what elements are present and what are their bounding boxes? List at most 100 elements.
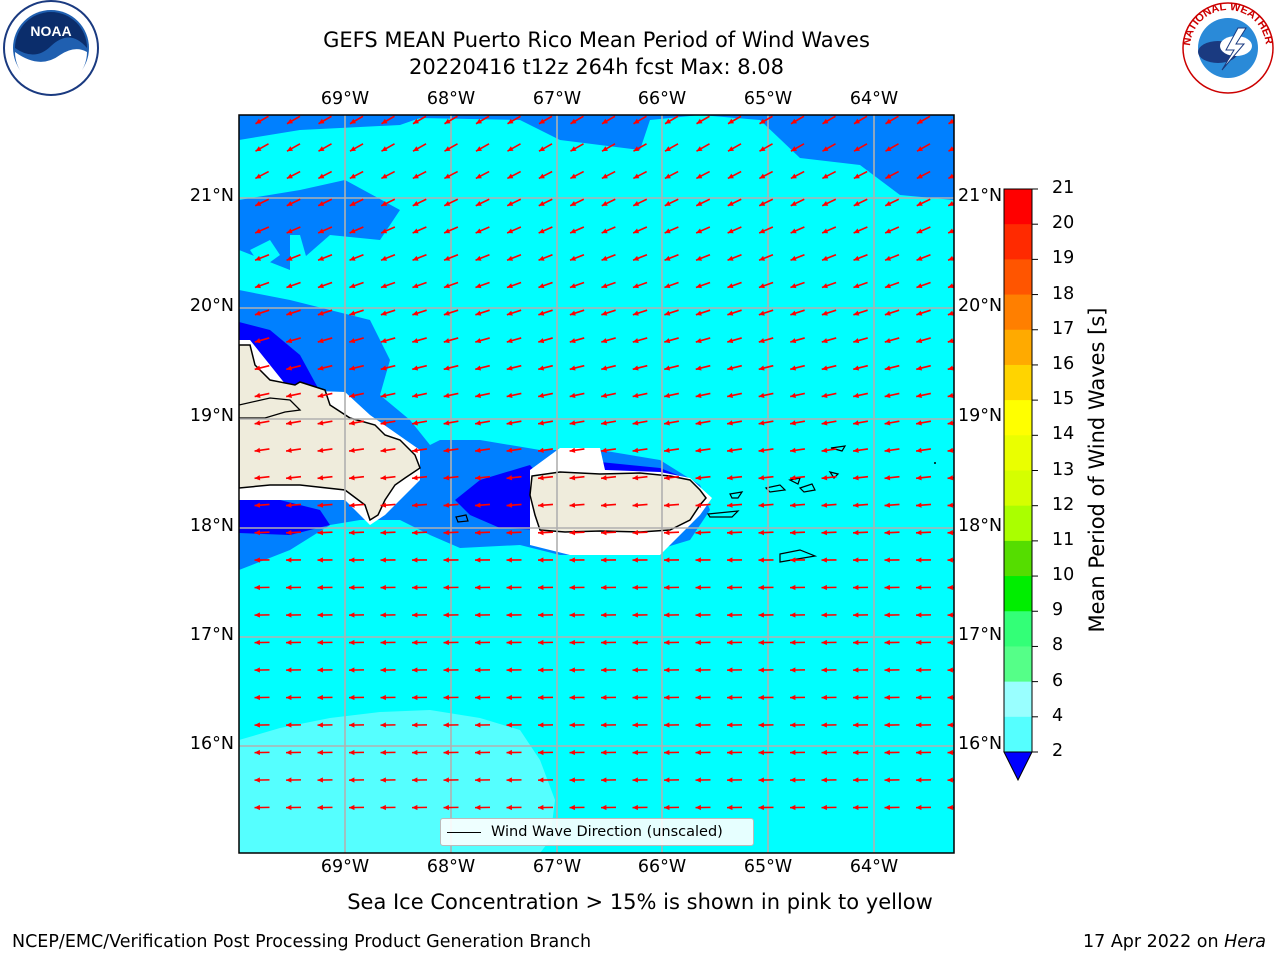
wave-direction-arrowhead (885, 201, 892, 206)
wave-direction-arrowhead (254, 338, 261, 344)
wave-direction-arrowhead (475, 475, 481, 481)
wave-direction-arrowhead (821, 722, 827, 728)
wave-direction-arrowhead (633, 255, 640, 261)
wave-direction-arrowhead (286, 529, 292, 536)
wave-direction-arrowhead (947, 804, 953, 811)
wave-direction-arrowhead (727, 420, 733, 426)
wave-direction-arrowhead (538, 283, 545, 289)
wave-direction-arrowhead (475, 338, 482, 344)
wave-direction-arrowhead (947, 283, 954, 289)
wave-direction-arrowhead (538, 749, 544, 756)
wave-direction-arrowhead (695, 777, 701, 783)
wave-direction-arrowhead (664, 392, 671, 398)
wave-direction-arrowhead (727, 146, 734, 152)
wave-direction-arrowhead (884, 557, 890, 563)
wave-direction-arrowhead (349, 557, 355, 563)
wave-direction-arrowhead (664, 475, 670, 481)
wave-direction-arrowhead (853, 447, 859, 453)
wave-direction-arrowhead (790, 777, 796, 783)
wave-direction-arrowhead (884, 338, 891, 344)
colorbar-tick-label: 12 (1052, 494, 1075, 515)
wave-direction-arrowhead (916, 722, 922, 728)
wave-direction-arrowhead (318, 146, 325, 152)
wave-direction-arrowhead (916, 365, 923, 371)
wave-direction-arrowhead (570, 173, 577, 179)
wave-direction-arrowhead (349, 365, 356, 371)
wave-direction-arrowhead (790, 694, 796, 701)
lon-label-top: 64°W (849, 89, 899, 109)
wave-direction-arrowhead (538, 365, 545, 371)
wave-direction-arrowhead (538, 777, 544, 783)
wave-direction-arrowhead (475, 557, 481, 563)
wave-direction-arrowhead (758, 310, 765, 316)
wave-direction-arrowhead (317, 749, 323, 756)
wave-direction-arrowhead (569, 420, 576, 426)
wave-direction-arrowhead (601, 722, 607, 728)
wave-direction-arrowhead (443, 420, 450, 426)
wave-direction-arrowhead (947, 639, 953, 646)
wave-direction-arrowhead (601, 612, 607, 618)
wave-direction-arrowhead (412, 749, 418, 756)
wave-direction-arrowhead (632, 392, 639, 398)
wave-direction-arrowhead (255, 173, 262, 179)
wave-direction-arrowhead (853, 639, 859, 646)
wave-direction-arrowhead (286, 667, 292, 673)
wave-direction-arrowhead (506, 612, 512, 618)
wave-direction-arrowhead (884, 612, 890, 618)
wave-direction-arrowhead (286, 228, 293, 234)
wave-direction-arrowhead (790, 228, 797, 234)
wave-direction-arrowhead (286, 365, 293, 371)
wave-direction-arrowhead (632, 310, 639, 316)
wave-direction-arrowhead (286, 475, 292, 481)
wave-direction-arrowhead (727, 722, 733, 728)
colorbar-tick-label: 13 (1052, 459, 1075, 480)
wave-direction-arrowhead (538, 694, 544, 701)
wave-direction-arrowhead (475, 639, 481, 646)
wave-direction-arrowhead (317, 365, 324, 371)
vieques-island (706, 510, 740, 518)
wave-direction-arrowhead (695, 529, 702, 536)
wave-direction-arrowhead (947, 502, 954, 508)
wave-direction-arrowhead (538, 804, 544, 811)
wave-direction-arrowhead (255, 228, 262, 234)
svg-text:NOAA: NOAA (30, 23, 71, 39)
wave-direction-arrowhead (286, 722, 292, 728)
wave-direction-arrowhead (443, 694, 449, 701)
wave-direction-arrowhead (853, 749, 859, 756)
wave-direction-arrowhead (286, 584, 292, 591)
lon-label-bottom: 65°W (743, 857, 793, 877)
wave-direction-arrowhead (821, 694, 827, 701)
wave-direction-arrowhead (380, 447, 387, 453)
wave-direction-arrowhead (853, 146, 860, 152)
wave-direction-arrowhead (412, 777, 418, 783)
wave-direction-arrowhead (538, 667, 544, 673)
wave-direction-arrowhead (727, 557, 733, 563)
lon-label-top: 68°W (426, 89, 476, 109)
wave-direction-arrowhead (696, 228, 703, 234)
wave-direction-arrowhead (443, 447, 450, 453)
wave-direction-arrowhead (790, 420, 796, 426)
wave-direction-arrowhead (884, 639, 890, 646)
wave-direction-arrowhead (317, 420, 324, 426)
wave-direction-arrowhead (947, 777, 953, 783)
wave-direction-arrowhead (569, 749, 575, 756)
wave-direction-arrowhead (884, 804, 890, 811)
wave-direction-arrowhead (538, 338, 545, 344)
colorbar-bin (1004, 611, 1032, 647)
wave-direction-arrowhead (790, 338, 797, 344)
wave-direction-arrowhead (443, 804, 449, 811)
wave-direction-arrowhead (444, 201, 451, 206)
wave-direction-arrowhead (317, 529, 324, 536)
wave-direction-arrowhead (822, 201, 829, 206)
wave-direction-arrowhead (790, 722, 796, 728)
wave-direction-arrowhead (349, 255, 356, 261)
wave-direction-arrowhead (538, 447, 544, 453)
footer-credit: NCEP/EMC/Verification Post Processing Pr… (12, 932, 592, 952)
lat-label-right: 16°N (958, 734, 1003, 754)
wave-direction-arrowhead (254, 283, 261, 289)
wave-direction-arrowhead (506, 420, 513, 426)
wave-direction-arrowhead (790, 447, 796, 453)
wave-direction-arrowhead (569, 392, 576, 398)
wave-direction-arrowhead (506, 338, 513, 344)
colorbar-bin (1004, 681, 1032, 718)
